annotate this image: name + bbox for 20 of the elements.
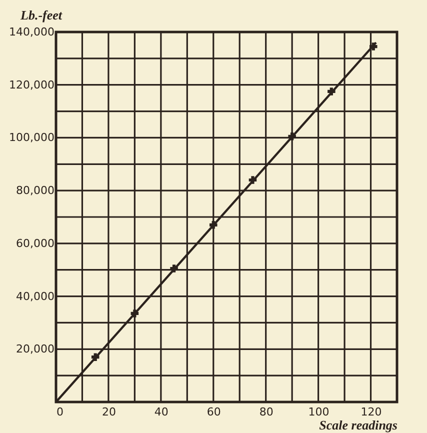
y-tick-label: 60,000 [16, 236, 54, 250]
x-tick-label: 80 [259, 406, 274, 418]
y-tick-label: 100,000 [9, 131, 54, 144]
x-tick-label: 120 [360, 406, 382, 418]
point [370, 42, 378, 50]
point [328, 88, 336, 96]
y-tick-label: 80,000 [16, 184, 54, 198]
y-tick-label: 20,000 [16, 342, 54, 356]
x-tick-label: 0 [56, 406, 64, 418]
point [91, 353, 100, 361]
point [248, 176, 257, 184]
y-tick-label: 140,000 [9, 26, 54, 38]
x-tick-label: 20 [102, 406, 116, 418]
x-tick-label: 100 [308, 406, 330, 418]
y-tick-label: 40,000 [16, 290, 54, 303]
x-tick-label: 60 [206, 406, 221, 418]
y-axis-title: Lb.-feet [20, 8, 62, 22]
x-tick-label: 40 [154, 406, 168, 418]
x-axis-title: Scale readings [319, 418, 398, 432]
y-tick-label: 120,000 [9, 78, 54, 92]
